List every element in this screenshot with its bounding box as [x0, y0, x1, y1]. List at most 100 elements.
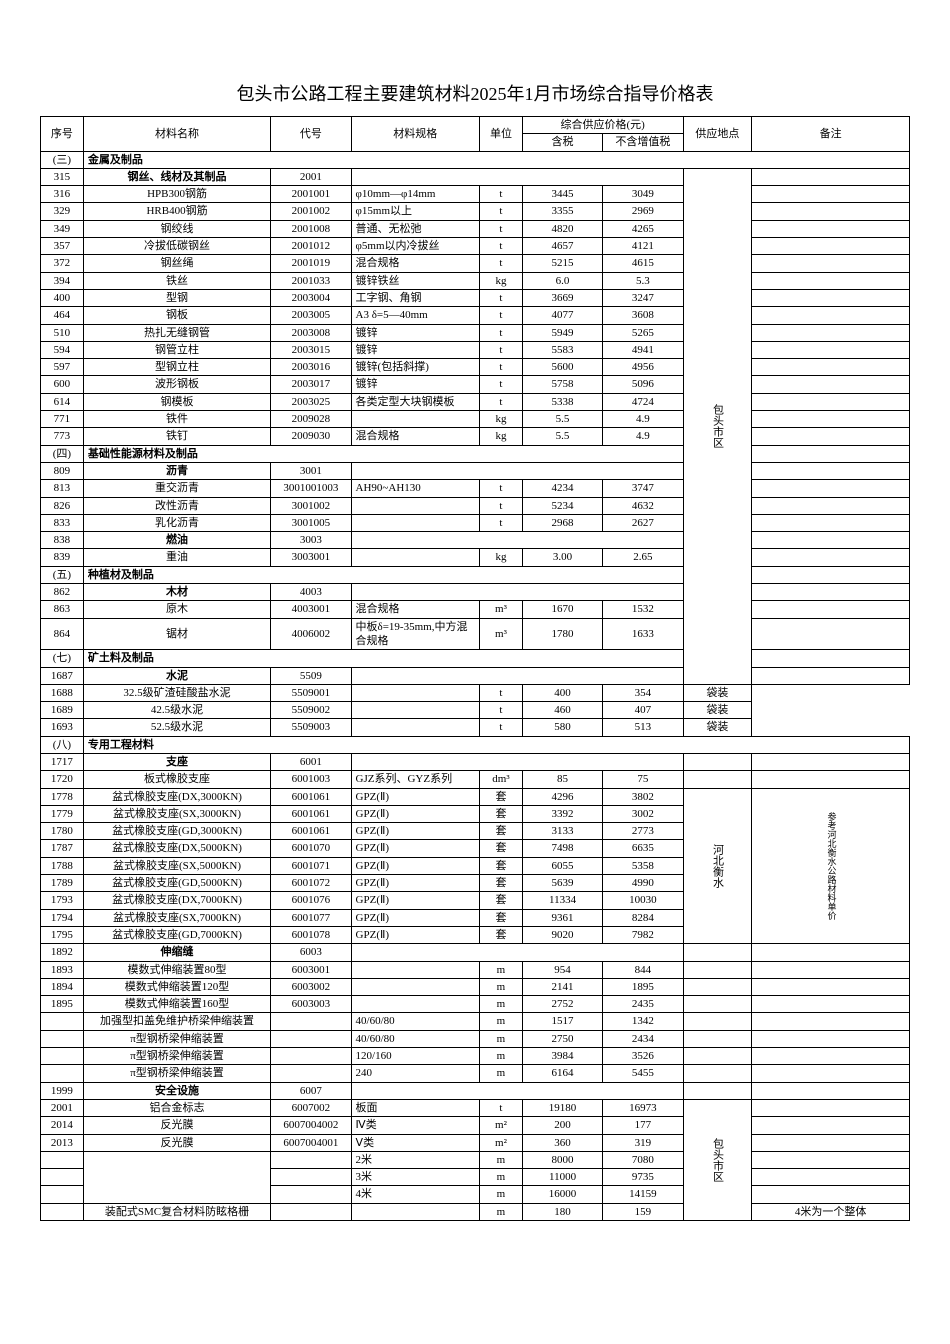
cell-spec: 工字钢、角钢 — [351, 289, 480, 306]
cell-price-notax: 7080 — [603, 1151, 683, 1168]
cell-spec: 40/60/80 — [351, 1030, 480, 1047]
cell-code: 4003001 — [271, 601, 351, 618]
data-row: 400 型钢 2003004 工字钢、角钢 t 3669 3247 — [41, 289, 910, 306]
cell-code: 2001033 — [271, 272, 351, 289]
cell-unit: t — [480, 1099, 523, 1116]
cell-price-tax: 3133 — [522, 823, 602, 840]
cell-price-notax: 10030 — [603, 892, 683, 909]
data-row: 826 改性沥青 3001002 t 5234 4632 — [41, 497, 910, 514]
cell-name: 乳化沥青 — [83, 514, 270, 531]
cell-unit: m — [480, 961, 523, 978]
subsection-name: 水泥 — [83, 667, 270, 684]
cell-unit: kg — [480, 428, 523, 445]
cell-price-notax: 3526 — [603, 1048, 683, 1065]
data-row: 864 锯材 4006002 中板δ=19-35mm,中方混合规格 m³ 178… — [41, 618, 910, 650]
cell-code: 2001 — [271, 168, 351, 185]
cell-price-tax: 5639 — [522, 875, 602, 892]
subsection-name: 伸缩缝 — [83, 944, 270, 961]
cell-price-tax: 580 — [522, 719, 602, 736]
cell-name: 盆式橡胶支座(GD,5000KN) — [83, 875, 270, 892]
cell-unit: t — [480, 719, 523, 736]
cell-seq — [41, 1048, 84, 1065]
cell-unit: t — [480, 255, 523, 272]
cell-name: 盆式橡胶支座(GD,3000KN) — [83, 823, 270, 840]
cell-spec: Ⅳ类 — [351, 1117, 480, 1134]
cell-unit: t — [480, 220, 523, 237]
cell-unit: m — [480, 1030, 523, 1047]
cell-price-tax: 1517 — [522, 1013, 602, 1030]
header-price-tax: 含税 — [522, 134, 602, 151]
cell-unit: kg — [480, 549, 523, 566]
cell-name: 加强型扣盖免维护桥梁伸缩装置 — [83, 1013, 270, 1030]
cell-price-notax: 2969 — [603, 203, 683, 220]
cell-unit: m² — [480, 1134, 523, 1151]
cell-code: 6001061 — [271, 805, 351, 822]
data-row: 464 钢板 2003005 A3 δ=5—40mm t 4077 3608 — [41, 307, 910, 324]
cell-price-notax: 4121 — [603, 238, 683, 255]
cell-unit: m — [480, 1151, 523, 1168]
cell-code: 3001 — [271, 462, 351, 479]
cell-unit: kg — [480, 411, 523, 428]
cell-code: 2001001 — [271, 186, 351, 203]
subsection-row: 315 钢丝、线材及其制品 2001 包头市区 — [41, 168, 910, 185]
cell-price-tax: 2752 — [522, 996, 602, 1013]
cell-unit: m — [480, 978, 523, 995]
cell-code — [271, 1065, 351, 1082]
cell-seq: 315 — [41, 168, 84, 185]
cell-price-tax: 11000 — [522, 1169, 602, 1186]
cell-unit: m — [480, 1186, 523, 1203]
cell-price-notax: 3002 — [603, 805, 683, 822]
cell-name: 板式橡胶支座 — [83, 771, 270, 788]
cell-code: 2003015 — [271, 341, 351, 358]
cell-code: 6007 — [271, 1082, 351, 1099]
section-name: 专用工程材料 — [83, 736, 909, 753]
cell-code: 4006002 — [271, 618, 351, 650]
cell-code: 2009028 — [271, 411, 351, 428]
cell-price-notax: 4632 — [603, 497, 683, 514]
cell-price-tax: 5583 — [522, 341, 602, 358]
cell-name: 冷拔低碳钢丝 — [83, 238, 270, 255]
cell-spec — [351, 497, 480, 514]
cell-name: 盆式橡胶支座(SX,3000KN) — [83, 805, 270, 822]
cell-name: 42.5级水泥 — [83, 702, 270, 719]
cell-code: 2001008 — [271, 220, 351, 237]
cell-code: 5509001 — [271, 684, 351, 701]
cell-price-notax: 5265 — [603, 324, 683, 341]
cell-name: 盆式橡胶支座(SX,5000KN) — [83, 857, 270, 874]
location-cell: 包头市区 — [683, 1099, 752, 1220]
data-row: 316 HPB300钢筋 2001001 φ10mm—φ14mm t 3445 … — [41, 186, 910, 203]
cell-seq: (五) — [41, 566, 84, 583]
cell-code: 6003003 — [271, 996, 351, 1013]
cell-seq: 1794 — [41, 909, 84, 926]
data-row: 773 铁钉 2009030 混合规格 kg 5.5 4.9 — [41, 428, 910, 445]
cell-code — [271, 1030, 351, 1047]
cell-spec: GPZ(Ⅱ) — [351, 926, 480, 943]
cell-unit: m² — [480, 1117, 523, 1134]
cell-name: 钢绞线 — [83, 220, 270, 237]
cell-price-tax: 19180 — [522, 1099, 602, 1116]
cell-code — [271, 1151, 351, 1168]
cell-code: 5509002 — [271, 702, 351, 719]
cell-unit: t — [480, 307, 523, 324]
cell-name: 型钢立柱 — [83, 359, 270, 376]
cell-seq: 771 — [41, 411, 84, 428]
cell-price-tax: 5600 — [522, 359, 602, 376]
cell-spec: 镀锌 — [351, 341, 480, 358]
data-row: 1688 32.5级矿渣硅酸盐水泥 5509001 t 400 354 袋装 — [41, 684, 910, 701]
header-price-group: 综合供应价格(元) — [522, 117, 683, 134]
cell-unit: 套 — [480, 788, 523, 805]
cell-unit: t — [480, 238, 523, 255]
cell-price-tax: 3.00 — [522, 549, 602, 566]
cell-spec — [351, 719, 480, 736]
cell-price-tax: 2750 — [522, 1030, 602, 1047]
cell-seq: 349 — [41, 220, 84, 237]
cell-price-tax: 2968 — [522, 514, 602, 531]
cell-code: 2001012 — [271, 238, 351, 255]
subsection-name: 钢丝、线材及其制品 — [83, 168, 270, 185]
cell-price-tax: 5949 — [522, 324, 602, 341]
data-row: π型钢桥梁伸缩装置 40/60/80 m 2750 2434 — [41, 1030, 910, 1047]
cell-seq: 1788 — [41, 857, 84, 874]
cell-spec: 中板δ=19-35mm,中方混合规格 — [351, 618, 480, 650]
section-name: 金属及制品 — [83, 151, 909, 168]
cell-price-notax: 3802 — [603, 788, 683, 805]
